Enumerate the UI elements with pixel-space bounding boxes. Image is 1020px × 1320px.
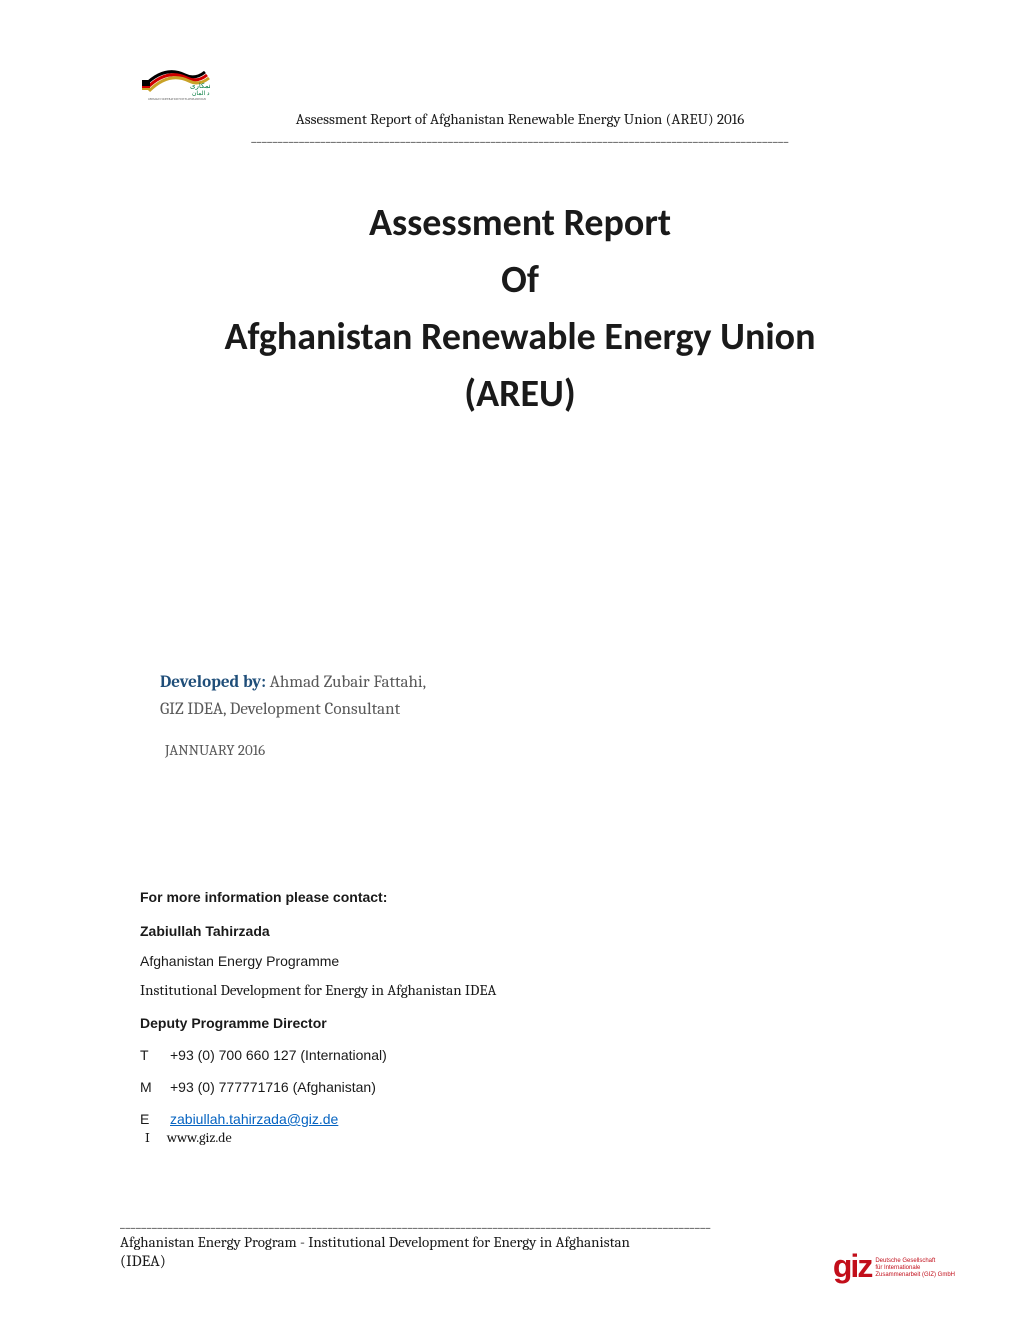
contact-heading: For more information please contact: bbox=[140, 889, 900, 905]
partnership-logo: همکاری د المان GERMAN COOPERATION WITH A… bbox=[140, 60, 210, 102]
footer-separator: ________________________________________… bbox=[120, 1216, 920, 1231]
report-date: JANNUARY 2016 bbox=[165, 741, 900, 759]
giz-sub-1: Deutsche Gesellschaft bbox=[875, 1258, 955, 1265]
giz-logo-text: giz bbox=[833, 1248, 871, 1285]
contact-website-row: Iwww.giz.de bbox=[145, 1129, 900, 1146]
web-value: www.giz.de bbox=[167, 1129, 232, 1146]
page-header-text: Assessment Report of Afghanistan Renewab… bbox=[140, 110, 900, 128]
svg-text:GERMAN COOPERATION WITH AFGHAN: GERMAN COOPERATION WITH AFGHANISTAN bbox=[148, 97, 207, 101]
contact-role: Deputy Programme Director bbox=[140, 1015, 900, 1031]
developed-by-block: Developed by: Ahmad Zubair Fattahi, GIZ … bbox=[160, 673, 900, 759]
developed-by-label: Developed by: bbox=[160, 673, 266, 692]
giz-sub-2: für Internationale bbox=[875, 1265, 955, 1272]
svg-text:همکاری: همکاری bbox=[190, 82, 210, 90]
mobile-label: M bbox=[140, 1079, 170, 1095]
mobile-value: +93 (0) 777771716 (Afghanistan) bbox=[170, 1079, 376, 1095]
title-block: Assessment Report Of Afghanistan Renewab… bbox=[140, 195, 900, 423]
footer-line-1: Afghanistan Energy Program - Institution… bbox=[120, 1233, 920, 1251]
contact-block: For more information please contact: Zab… bbox=[140, 889, 900, 1146]
giz-logo: giz Deutsche Gesellschaft für Internatio… bbox=[833, 1248, 955, 1285]
contact-programme: Afghanistan Energy Programme bbox=[140, 953, 900, 969]
developed-by-name: Ahmad Zubair Fattahi, bbox=[266, 673, 426, 692]
header-separator: ________________________________________… bbox=[140, 130, 900, 145]
developed-by-sub: GIZ IDEA, Development Consultant bbox=[160, 700, 900, 719]
contact-institution: Institutional Development for Energy in … bbox=[140, 981, 900, 999]
title-line-4: (AREU) bbox=[140, 366, 900, 423]
contact-telephone: T+93 (0) 700 660 127 (International) bbox=[140, 1047, 900, 1063]
contact-mobile: M+93 (0) 777771716 (Afghanistan) bbox=[140, 1079, 900, 1095]
svg-text:د المان: د المان bbox=[192, 90, 210, 97]
web-label: I bbox=[145, 1129, 167, 1146]
tel-label: T bbox=[140, 1047, 170, 1063]
title-line-2: Of bbox=[140, 252, 900, 309]
footer-block: ________________________________________… bbox=[120, 1216, 920, 1270]
email-label: E bbox=[140, 1111, 170, 1127]
footer-line-2: (IDEA) bbox=[120, 1252, 920, 1270]
giz-sub-3: Zusammenarbeit (GIZ) GmbH bbox=[875, 1272, 955, 1279]
contact-name: Zabiullah Tahirzada bbox=[140, 923, 900, 939]
contact-email-link[interactable]: zabiullah.tahirzada@giz.de bbox=[170, 1111, 338, 1127]
title-line-3: Afghanistan Renewable Energy Union bbox=[140, 309, 900, 366]
giz-logo-subtitle: Deutsche Gesellschaft für Internationale… bbox=[875, 1258, 955, 1279]
title-line-1: Assessment Report bbox=[140, 195, 900, 252]
contact-email-row: Ezabiullah.tahirzada@giz.de bbox=[140, 1111, 900, 1127]
tel-value: +93 (0) 700 660 127 (International) bbox=[170, 1047, 387, 1063]
